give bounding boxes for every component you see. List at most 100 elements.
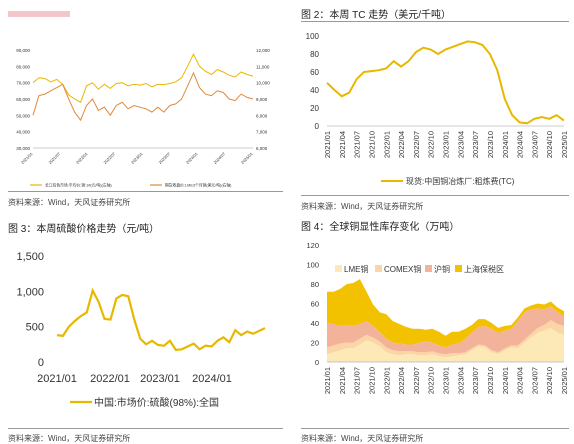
- y2-tick-label: 8,000: [256, 113, 268, 118]
- x-tick-label: 2022/01: [75, 151, 89, 165]
- series-line: [32, 52, 254, 104]
- x-tick-label: 2024/07: [530, 131, 539, 158]
- source-text: 资料来源：Wind，天风证券研究所: [301, 434, 424, 443]
- y-tick-label: 80: [311, 280, 319, 289]
- panel-tc: 图 2：本周 TC 走势（美元/千吨） 100 80 60 40 20 0 2021/01 2…: [287, 0, 574, 222]
- panel-title: 图 4：全球铜显性库存变化（万吨）: [301, 222, 460, 233]
- y-tick-label: 60: [310, 68, 319, 77]
- x-tick-label: 2021/01: [323, 367, 332, 394]
- title-rule: [301, 21, 569, 22]
- y-tick-label: 120: [306, 241, 319, 250]
- y-tick-label: 80: [310, 50, 319, 59]
- series-area: [327, 279, 564, 348]
- panel-sulfuric: 图 3：本周硫酸价格走势（元/吨） 1,500 1,000 500 0 2021/01 2…: [0, 215, 287, 444]
- y-tick-label: 60: [311, 300, 319, 309]
- y2-tick-label: 7,000: [256, 130, 268, 135]
- y-tick-label: 500: [26, 322, 44, 334]
- x-tick-label: 2021/07: [47, 151, 61, 165]
- x-tick-label: 2022/07: [412, 367, 421, 394]
- x-tick-label: 2021/10: [367, 367, 376, 394]
- x-tick-label: 2024/01: [185, 151, 199, 165]
- x-tick-label: 2022/04: [397, 131, 406, 158]
- y-tick-label: 0: [315, 122, 320, 131]
- y-tick-label: 40,000: [16, 130, 30, 135]
- series-area: [327, 327, 564, 362]
- x-tick-label: 2021/07: [353, 367, 362, 394]
- y-tick-label: 50,000: [16, 113, 30, 118]
- y-tick-label: 80,000: [16, 64, 30, 69]
- x-tick-label: 2024/07: [212, 151, 226, 165]
- x-tick-label: 2021/04: [338, 367, 347, 394]
- y2-tick-label: 9,000: [256, 97, 268, 102]
- x-tick-label: 2022/07: [412, 131, 421, 158]
- x-tick-label: 2024/10: [545, 367, 554, 394]
- y-tick-label: 20: [310, 104, 319, 113]
- legend-swatch: [425, 265, 432, 272]
- x-tick-label: 2021/07: [353, 131, 362, 158]
- y-tick-label: 60,000: [16, 97, 30, 102]
- series-area: [327, 320, 564, 358]
- x-tick-label: 2023/04: [456, 367, 465, 394]
- legend-label: 长江有色市场:平均价:铜:1#(元/吨)(左轴): [45, 183, 112, 188]
- x-tick-label: 2023/01: [442, 131, 451, 158]
- x-tick-label: 2025/01: [240, 151, 254, 165]
- legend-label: COMEX铜: [384, 264, 421, 274]
- chart-copper-price: 90,000 80,000 70,000 60,000 50,000 40,000 30,0…: [16, 48, 270, 188]
- y-tick-label: 0: [315, 358, 319, 367]
- x-tick-label: 2021/04: [338, 131, 347, 158]
- x-tick-label: 2023/07: [471, 131, 480, 158]
- source-text: 资料来源：Wind，天风证券研究所: [8, 198, 131, 207]
- legend-label: 中国:市场价:硫酸(98%):全国: [94, 396, 219, 409]
- legend-label: 期货收盘价:LME3个月铜(美元/吨)(右轴): [165, 183, 232, 188]
- x-tick-label: 2023/10: [486, 131, 495, 158]
- series-area: [327, 306, 564, 355]
- x-tick-label: 2023/10: [486, 367, 495, 394]
- y-tick-label: 100: [306, 32, 320, 41]
- x-tick-label: 2022/01: [90, 373, 130, 385]
- y2-tick-label: 12,000: [256, 48, 270, 53]
- y-tick-label: 1,500: [16, 251, 44, 263]
- x-tick-label: 2022/10: [427, 367, 436, 394]
- x-tick-label: 2022/07: [102, 151, 116, 165]
- x-tick-label: 2022/01: [382, 367, 391, 394]
- y-tick-label: 100: [306, 261, 319, 270]
- y2-tick-label: 10,000: [256, 81, 270, 86]
- legend-label: 上海保税区: [464, 264, 504, 274]
- panel-copper-price: 90,000 80,000 70,000 60,000 50,000 40,000 30,0…: [0, 0, 287, 222]
- panel-title: 图 2：本周 TC 走势（美元/千吨）: [301, 10, 452, 21]
- legend-label: 沪铜: [434, 264, 450, 274]
- y-tick-label: 90,000: [16, 48, 30, 53]
- series-line: [326, 40, 565, 125]
- x-tick-label: 2021/10: [367, 131, 376, 158]
- x-tick-label: 2024/01: [192, 373, 232, 385]
- y2-tick-label: 6,000: [256, 146, 268, 151]
- x-tick-label: 2024/01: [501, 131, 510, 158]
- x-tick-label: 2021/01: [20, 151, 34, 165]
- x-tick-label: 2021/01: [323, 131, 332, 158]
- x-tick-label: 2023/07: [157, 151, 171, 165]
- x-tick-label: 2023/01: [442, 367, 451, 394]
- x-tick-label: 2023/04: [456, 131, 465, 158]
- x-tick-label: 2025/01: [560, 367, 569, 394]
- x-tick-label: 2021/01: [37, 373, 77, 385]
- y-tick-label: 1,000: [16, 286, 44, 298]
- y-tick-label: 30,000: [16, 146, 30, 151]
- x-tick-label: 2024/04: [516, 131, 525, 158]
- panel-title: 图 3：本周硫酸价格走势（元/吨）: [8, 224, 160, 235]
- source-rule: [8, 191, 283, 192]
- y-tick-label: 40: [311, 319, 319, 328]
- x-tick-label: 2025/01: [560, 131, 569, 158]
- x-tick-label: 2024/04: [516, 367, 525, 394]
- source-text: 资料来源：Wind，天风证券研究所: [301, 202, 424, 211]
- legend-swatch: [455, 265, 462, 272]
- y-tick-label: 70,000: [16, 81, 30, 86]
- x-tick-label: 2022/01: [382, 131, 391, 158]
- x-tick-label: 2024/01: [501, 367, 510, 394]
- x-tick-label: 2024/07: [530, 367, 539, 394]
- x-tick-label: 2023/01: [130, 151, 144, 165]
- source-rule: [301, 428, 569, 429]
- y-tick-label: 40: [310, 86, 319, 95]
- legend-label: LME铜: [344, 264, 368, 274]
- series-line: [32, 71, 254, 122]
